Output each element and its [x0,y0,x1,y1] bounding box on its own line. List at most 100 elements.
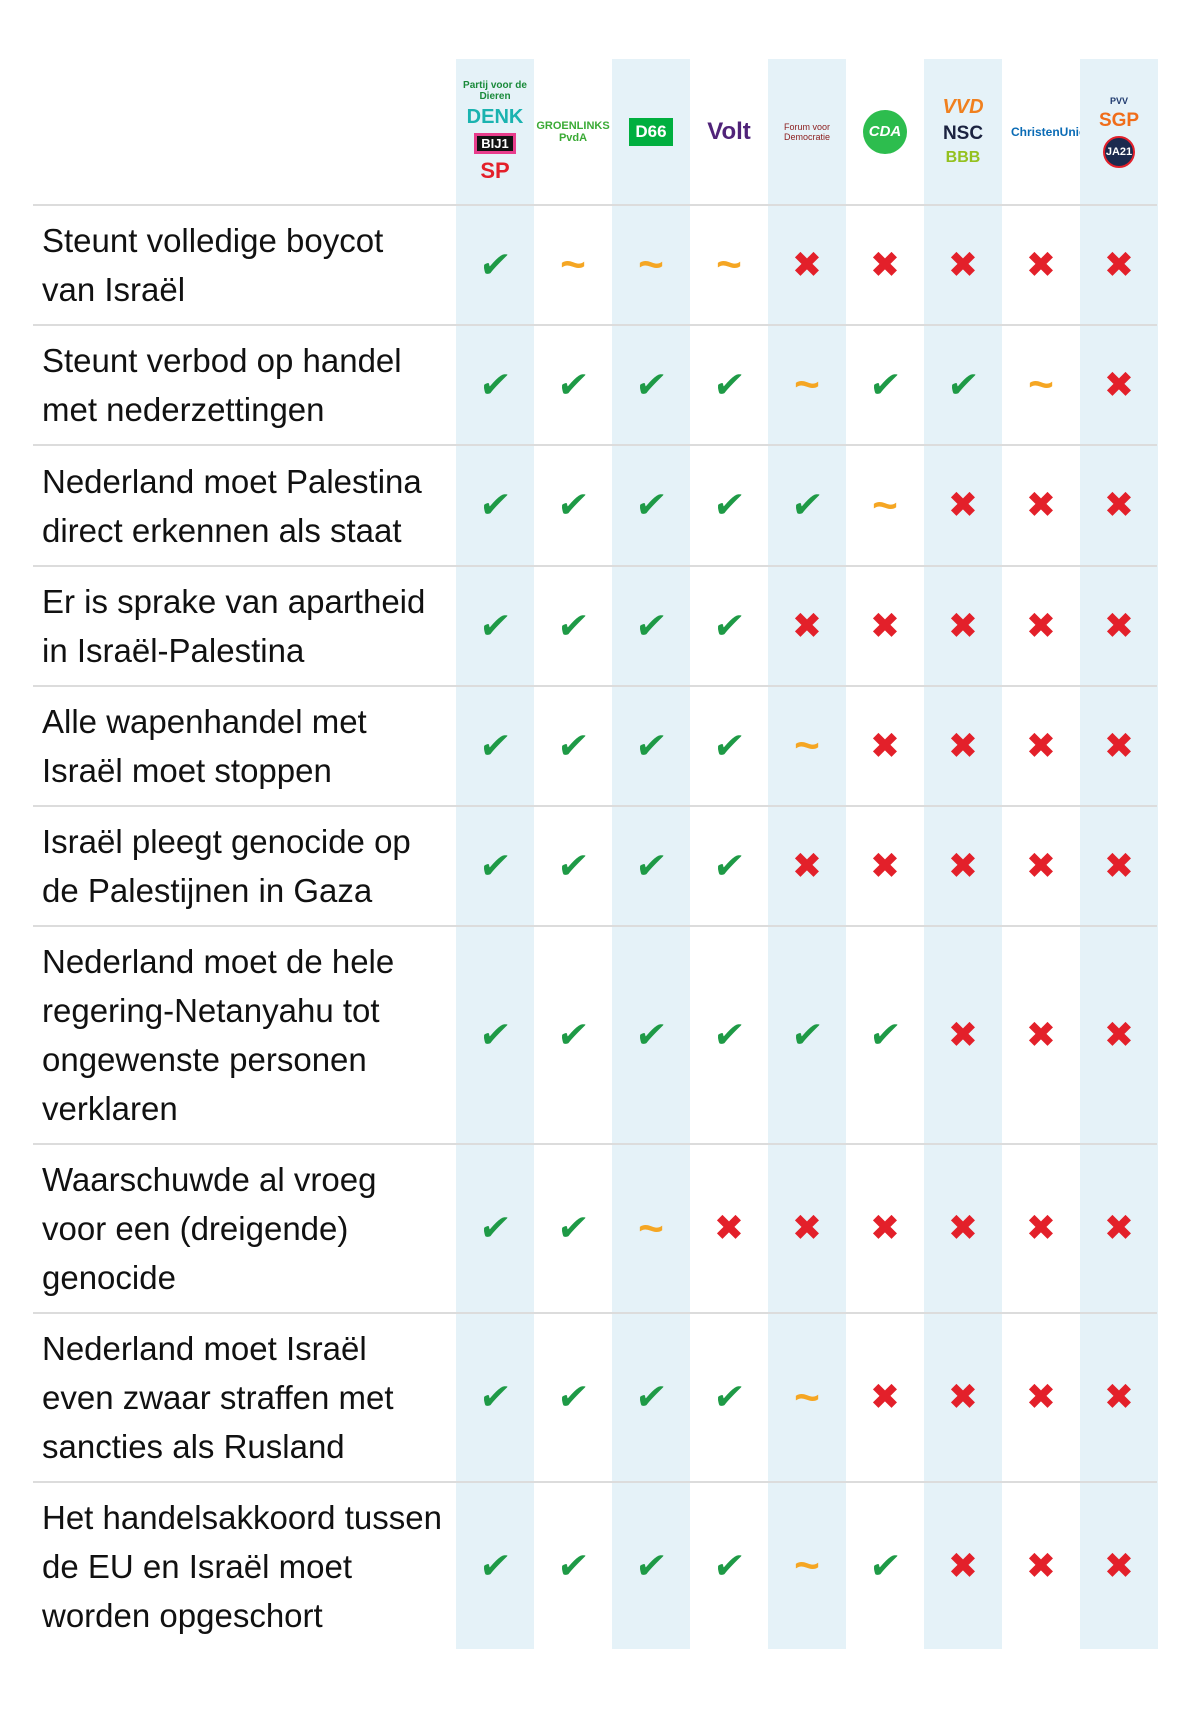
cross-icon: ✖ [1103,1377,1135,1418]
row-divider [33,444,1157,446]
row-divider [33,565,1157,567]
party-header: VVD NSC BBB [924,59,1002,204]
party-logo-cda: CDA [863,109,907,154]
row-divider [33,925,1157,927]
row-divider [33,1481,1157,1483]
party-logo-vvd: VVD [942,96,984,118]
statement-label: Steunt volledige boycot van Israël [42,222,384,308]
row-divider [33,805,1157,807]
statement-label: Alle wapenhandel met Israël moet stoppen [42,703,367,789]
party-logo-partij-voor-de-dieren: Partij voor de Dieren [463,79,527,102]
party-header: ChristenUnie [1002,59,1086,204]
party-logo-sp: SP [480,157,510,183]
tilde-icon: ~ [716,240,742,289]
check-icon: ✔ [711,725,747,767]
row-divider [33,1143,1157,1145]
cross-icon: ✖ [947,605,979,647]
cross-icon: ✖ [869,244,901,286]
statement-label: Steunt verbod op handel met nederzetting… [42,342,402,428]
party-header: PVV SGP JA21 [1080,59,1158,204]
party-header: D66 [612,59,690,204]
party-logo-bbb: BBB [945,149,981,166]
party-logo-bij1: BIJ1 [474,132,516,154]
cross-icon: ✖ [1025,485,1057,526]
party-logo-denk: DENK [466,105,524,128]
check-icon: ✔ [867,1545,903,1587]
cross-icon: ✖ [947,725,979,767]
cross-icon: ✖ [1103,485,1135,526]
tilde-icon: ~ [560,240,586,289]
cross-icon: ✖ [947,1545,979,1587]
party-logo-pvv: PVV [1109,95,1128,106]
check-icon: ✔ [711,845,747,887]
cross-icon: ✖ [1103,605,1135,647]
cross-icon: ✖ [947,1208,979,1249]
party-header: Volt [690,59,768,204]
cross-icon: ✖ [869,845,901,887]
party-header: Forum voor Democratie [768,59,846,204]
cross-icon: ✖ [947,244,979,286]
cross-icon: ✖ [791,244,823,286]
party-logo-sgp: SGP [1098,109,1140,131]
check-icon: ✔ [789,485,825,526]
party-logo-ja21: JA21 [1103,135,1135,168]
cross-icon: ✖ [1025,845,1057,887]
statement-label: Het handelsakkoord tussen de EU en Israë… [42,1498,442,1634]
tilde-icon: ~ [794,1541,820,1590]
check-icon: ✔ [711,605,747,647]
tilde-icon: ~ [1028,360,1054,409]
cross-icon: ✖ [791,845,823,887]
party-logo-forum-voor-democratie: Forum voor Democratie [783,121,830,142]
row-divider [33,685,1157,687]
cross-icon: ✖ [1103,1545,1135,1587]
cross-icon: ✖ [1025,1014,1057,1056]
check-icon: ✔ [945,364,981,406]
cross-icon: ✖ [947,485,979,526]
cross-icon: ✖ [1025,1545,1057,1587]
tilde-icon: ~ [794,360,820,409]
cross-icon: ✖ [869,1208,901,1249]
row-divider [33,324,1157,326]
party-header: CDA [846,59,924,204]
cross-icon: ✖ [791,605,823,647]
cross-icon: ✖ [1103,1208,1135,1249]
cross-icon: ✖ [1103,364,1135,406]
statement-label: Nederland moet Palestina direct erkennen… [42,462,422,549]
cross-icon: ✖ [713,1208,745,1249]
row-divider [33,204,1157,206]
cross-icon: ✖ [1103,725,1135,767]
party-logo-volt: Volt [707,117,751,145]
cross-icon: ✖ [1025,1208,1057,1249]
cross-icon: ✖ [1025,244,1057,286]
statement-label: Er is sprake van apartheid in Israël-Pal… [42,583,426,669]
statement-label: Israël pleegt genocide op de Palestijnen… [42,823,411,909]
statement-label: Waarschuwde al vroeg voor een (dreigende… [42,1161,377,1296]
cross-icon: ✖ [1025,605,1057,647]
cross-icon: ✖ [1103,244,1135,286]
tilde-icon: ~ [794,721,820,770]
tilde-icon: ~ [872,480,898,530]
cross-icon: ✖ [869,1377,901,1418]
cross-icon: ✖ [947,845,979,887]
statement-label: Nederland moet Israël even zwaar straffe… [42,1330,394,1465]
cross-icon: ✖ [947,1014,979,1056]
party-header: GROENLINKS PvdA [534,59,612,204]
cross-icon: ✖ [1103,1014,1135,1056]
cross-icon: ✖ [1025,1377,1057,1418]
party-header: Partij voor de Dieren DENK BIJ1 SP [456,59,534,204]
tilde-icon: ~ [638,240,664,289]
row-divider [33,1312,1157,1314]
cross-icon: ✖ [1025,725,1057,767]
statement-label: Nederland moet de hele regering-Netanyah… [42,943,395,1127]
cross-icon: ✖ [869,605,901,647]
cross-icon: ✖ [947,1377,979,1418]
cross-icon: ✖ [791,1208,823,1249]
party-logo-d66: D66 [629,117,673,146]
check-icon: ✔ [477,244,513,286]
party-logo-nsc: NSC [942,123,984,144]
party-logo-christenunie: ChristenUnie [1011,124,1086,139]
tilde-icon: ~ [794,1372,820,1422]
tilde-icon: ~ [638,1203,664,1253]
cross-icon: ✖ [869,725,901,767]
